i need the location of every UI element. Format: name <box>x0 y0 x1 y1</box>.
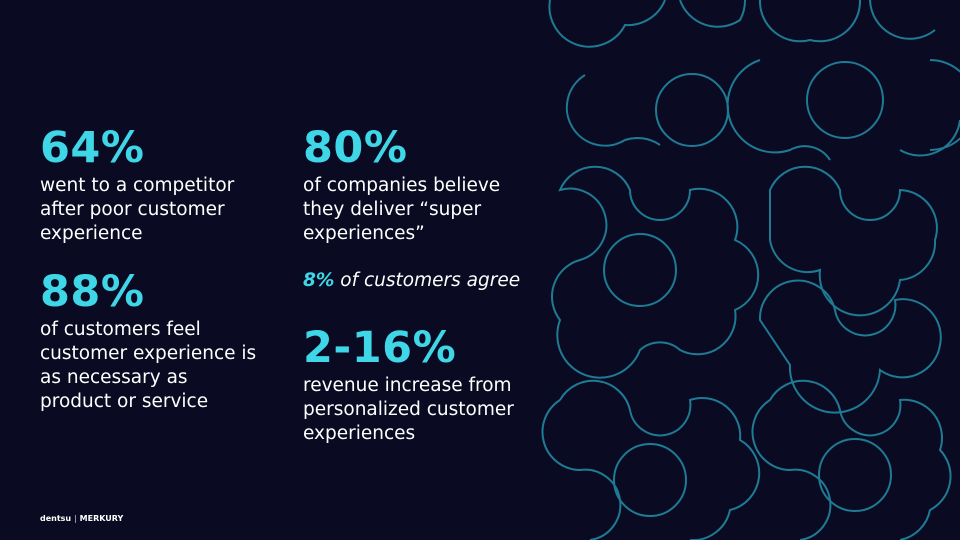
stat-text: of companies believe <box>303 175 501 196</box>
stat-text: went to a competitor <box>40 175 235 196</box>
stat-text: product or service <box>40 391 209 412</box>
stat-text: personalized customer <box>303 399 514 420</box>
stat-text: after poor customer <box>40 199 225 220</box>
callout-text: of customers agree <box>334 270 521 291</box>
footer: dentsu | MERKURY <box>40 514 123 523</box>
stat-text: customer experience is <box>40 343 257 364</box>
stat: 2-16% revenue increase from personalized… <box>303 322 514 446</box>
stat-value: 88% <box>40 267 145 317</box>
stat-text: as necessary as <box>40 367 188 388</box>
callout: 8% of customers agree <box>303 270 520 291</box>
stat: 64% went to a competitor after poor cust… <box>40 122 234 246</box>
stat-text: revenue increase from <box>303 375 512 396</box>
stat-text: they deliver “super <box>303 199 482 220</box>
brand: MERKURY <box>79 514 124 523</box>
callout-highlight: 8% <box>303 270 335 291</box>
decorative-pattern <box>541 0 960 540</box>
stat-value: 2-16% <box>303 323 457 373</box>
separator: | <box>73 514 77 523</box>
stat-value: 64% <box>40 123 145 173</box>
stat-text: experience <box>40 223 143 244</box>
brand: dentsu <box>40 514 72 523</box>
stat: 80% of companies believe they deliver “s… <box>303 122 500 246</box>
stat-value: 80% <box>303 123 408 173</box>
stat: 88% of customers feel customer experienc… <box>40 266 256 414</box>
stat-text: experiences <box>303 423 416 444</box>
stat-text: of customers feel <box>40 319 201 340</box>
stat-text: experiences” <box>303 223 425 244</box>
